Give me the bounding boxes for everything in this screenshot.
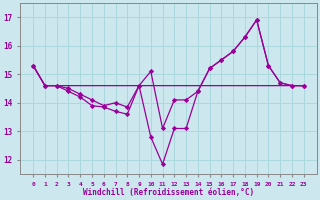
X-axis label: Windchill (Refroidissement éolien,°C): Windchill (Refroidissement éolien,°C) — [83, 188, 254, 197]
